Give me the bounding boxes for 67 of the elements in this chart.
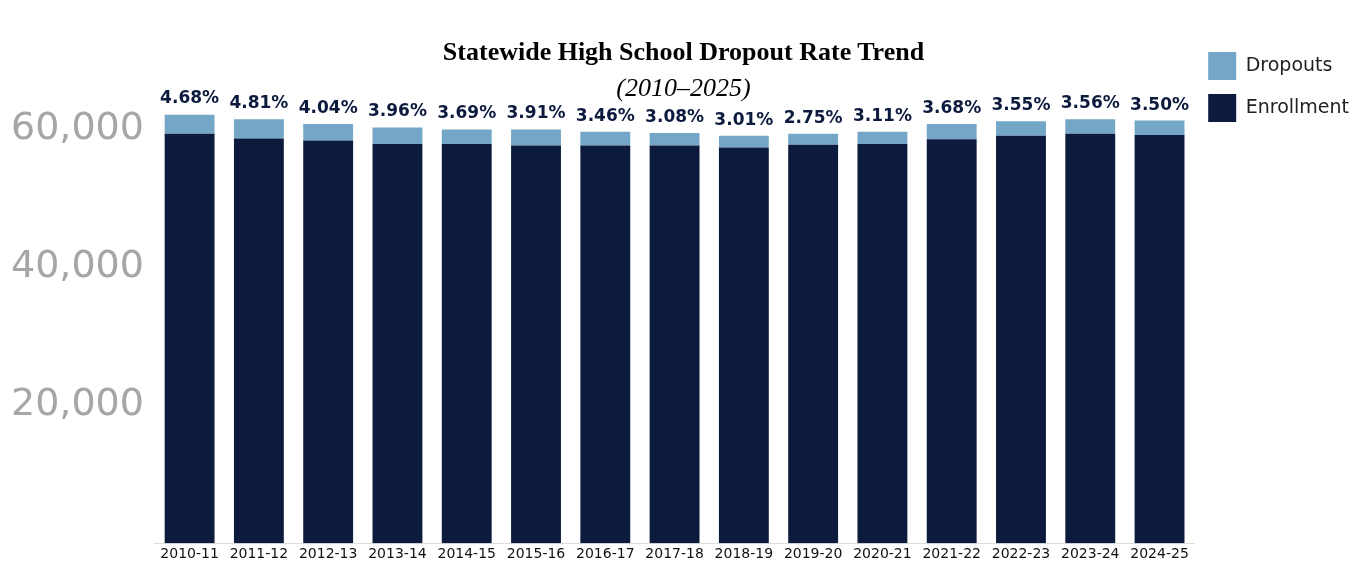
x-tick-label: 2023-24	[1061, 545, 1120, 562]
bar	[303, 124, 354, 141]
bar	[303, 140, 354, 544]
bar	[718, 135, 769, 148]
bar	[926, 124, 977, 140]
x-tick-label: 2018-19	[714, 545, 774, 562]
bar	[1134, 120, 1185, 136]
annotation: 3.91%	[506, 102, 566, 123]
annotation: 3.01%	[714, 108, 774, 129]
bar	[996, 121, 1046, 136]
bar	[441, 129, 492, 145]
bar	[233, 138, 284, 544]
x-tick-label: 2016-17	[576, 545, 635, 562]
x-tick-label: 2021-22	[922, 545, 981, 562]
bar	[788, 144, 839, 544]
x-tick-label: 2014-15	[437, 545, 496, 562]
annotation: 3.55%	[991, 94, 1051, 115]
x-tick-label: 2012-13	[298, 545, 358, 562]
y-tick-label: 40,000	[10, 242, 144, 287]
annotation: 3.96%	[367, 100, 427, 121]
x-tick-label: 2019-20	[783, 545, 843, 562]
annotation: 2.75%	[783, 106, 843, 127]
annotation: 3.69%	[437, 102, 497, 123]
annotation: 3.11%	[852, 104, 912, 125]
legend-label: Enrollment	[1245, 94, 1349, 117]
x-tick-label: 2015-16	[506, 545, 566, 562]
bar	[857, 131, 908, 145]
annotation: 3.50%	[1130, 93, 1190, 114]
bar	[233, 119, 284, 139]
y-tick-label: 20,000	[10, 380, 144, 425]
bar	[857, 144, 908, 544]
bar	[649, 145, 700, 544]
y-tick-label: 60,000	[10, 104, 144, 149]
bar	[580, 145, 631, 544]
x-tick-label: 2017-18	[645, 545, 704, 562]
bar	[372, 144, 423, 544]
chart-subtitle: (2010–2025)	[616, 72, 751, 102]
bar	[372, 127, 423, 145]
chart-title: Statewide High School Dropout Rate Trend	[442, 37, 925, 67]
bar	[511, 129, 561, 146]
x-tick-label: 2024-25	[1130, 545, 1189, 562]
bar	[718, 147, 769, 544]
annotation: 3.08%	[645, 105, 705, 126]
bar	[649, 133, 700, 146]
annotation: 4.04%	[298, 96, 358, 117]
bar	[164, 133, 215, 544]
bar	[1134, 135, 1185, 544]
bar	[1065, 119, 1116, 134]
legend-label: Dropouts	[1245, 52, 1333, 75]
x-tick-label: 2010-11	[160, 545, 219, 562]
x-tick-label: 2011-12	[229, 545, 289, 562]
annotation: 3.68%	[922, 96, 982, 117]
bar	[926, 139, 977, 544]
bar	[441, 144, 492, 544]
bar	[511, 145, 561, 544]
annotation: 4.81%	[229, 92, 289, 113]
bar	[788, 133, 839, 145]
x-tick-label: 2022-23	[991, 545, 1051, 562]
bar	[164, 114, 215, 134]
annotation: 4.68%	[160, 87, 220, 108]
x-tick-label: 2020-21	[853, 545, 912, 562]
annotation: 3.46%	[575, 104, 635, 125]
bar	[1065, 133, 1116, 544]
x-tick-label: 2013-14	[368, 545, 427, 562]
bar	[996, 135, 1046, 544]
bar	[580, 131, 631, 146]
annotation: 3.56%	[1060, 92, 1120, 113]
